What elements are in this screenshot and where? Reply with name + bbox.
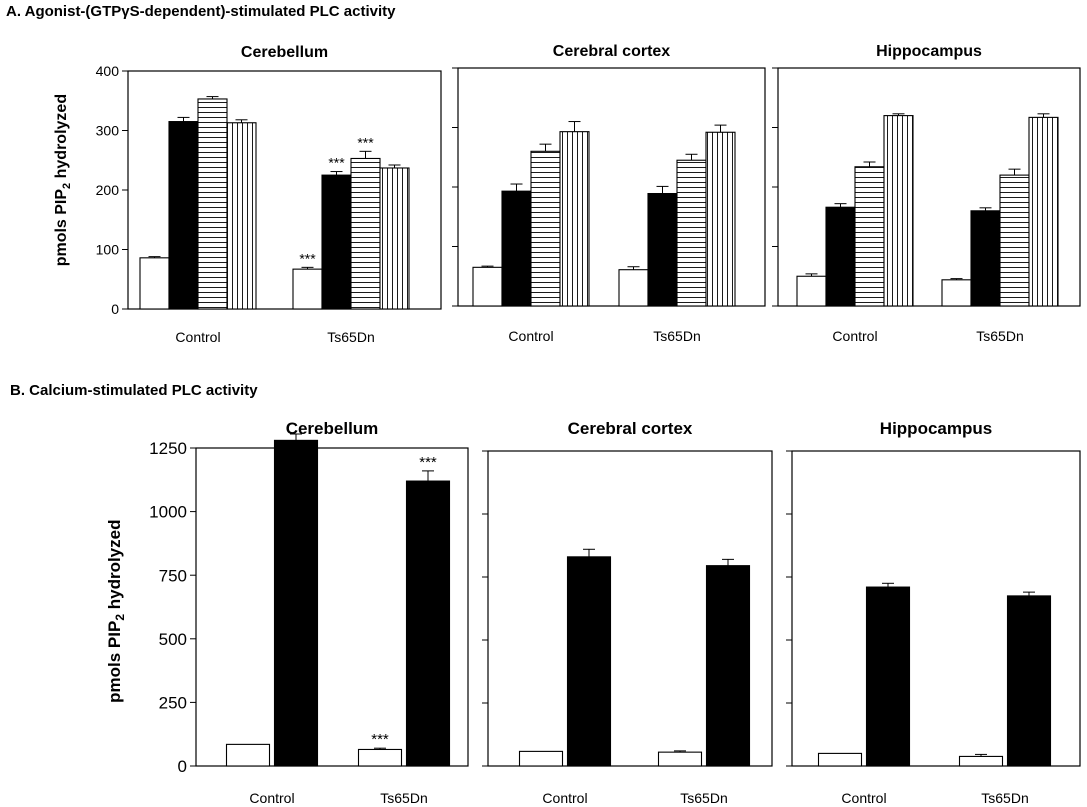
category-label: Ts65Dn [680,790,727,806]
bar [705,131,736,307]
y-tick-label: 750 [159,566,187,585]
bar [518,750,564,767]
panel-title: Cerebellum [241,44,328,61]
category-label: Control [249,790,294,806]
y-tick-label: 300 [96,123,120,139]
bar [817,752,863,767]
y-tick-label: 400 [96,63,120,79]
bar [405,480,451,767]
panel-title: Cerebral cortex [568,419,693,438]
bar [292,268,323,310]
y-tick-label: 1000 [149,503,187,522]
bar [970,210,1001,307]
chart-panel-2: Cerebral cortex Control Ts65Dn [452,43,766,344]
significance-label: *** [357,134,374,150]
plot-frame [487,450,773,767]
bar [226,122,257,310]
bar [168,121,199,310]
bar [566,556,612,767]
bar [197,98,228,310]
bar [883,115,914,307]
bar [647,192,678,307]
y-tick-label: 200 [96,182,120,198]
bar [825,206,856,307]
bar [796,275,827,307]
bar [559,131,590,307]
bar [676,159,707,307]
significance-label: *** [371,731,389,748]
significance-label: *** [299,250,316,266]
chart-panel-1: Cerebellum 0 100 200 300 400 Control Ts65Dn *** *… [96,44,442,345]
category-label: Ts65Dn [327,329,374,345]
significance-label: *** [328,155,345,171]
bar [854,166,885,307]
bar [999,174,1030,307]
bar [472,266,503,307]
panel-title: Hippocampus [880,419,992,438]
category-label: Control [841,790,886,806]
chart-panel-5: Cerebral cortex Control Ts65Dn [482,419,773,806]
chart-panel-3: Hippocampus Control Ts65Dn [772,43,1081,344]
bar [618,269,649,307]
panel-title: Hippocampus [876,43,982,60]
bar [1028,116,1059,307]
section-b-title: B. Calcium-stimulated PLC activity [10,382,258,399]
category-label: Ts65Dn [976,328,1023,344]
bar [357,748,403,767]
category-label: Control [832,328,877,344]
y-tick-label: 250 [159,694,187,713]
y-tick-label: 1250 [149,439,187,458]
bar [379,167,410,310]
category-label: Ts65Dn [380,790,427,806]
chart-panel-6: Hippocampus Control Ts65Dn [786,419,1081,806]
bar [273,439,319,767]
category-label: Ts65Dn [981,790,1028,806]
plot-frame [791,450,1081,767]
bar [941,279,972,307]
bar [501,190,532,307]
bar [958,755,1004,767]
chart-panel-4: Cerebellum 0 250 500 750 1000 1250 Control Ts65D… [149,419,469,806]
bar [657,751,703,767]
bar [705,565,751,767]
category-label: Control [175,329,220,345]
plot-frame [195,447,469,767]
bar [225,743,271,767]
y-tick-label: 500 [159,630,187,649]
panel-title: Cerebellum [286,419,379,438]
bar [865,586,911,767]
bar [1006,595,1052,767]
bar [139,257,170,310]
bar [530,150,561,307]
panel-title: Cerebral cortex [553,43,670,60]
category-label: Ts65Dn [653,328,700,344]
y-tick-label: 0 [178,757,187,776]
y-tick-label: 0 [111,301,119,317]
category-label: Control [542,790,587,806]
category-label: Control [508,328,553,344]
significance-label: *** [419,454,437,471]
bar [321,174,352,310]
bar [350,157,381,310]
section-a-title: A. Agonist-(GTPγS-dependent)-stimulated … [6,3,396,20]
y-tick-label: 100 [96,242,120,258]
